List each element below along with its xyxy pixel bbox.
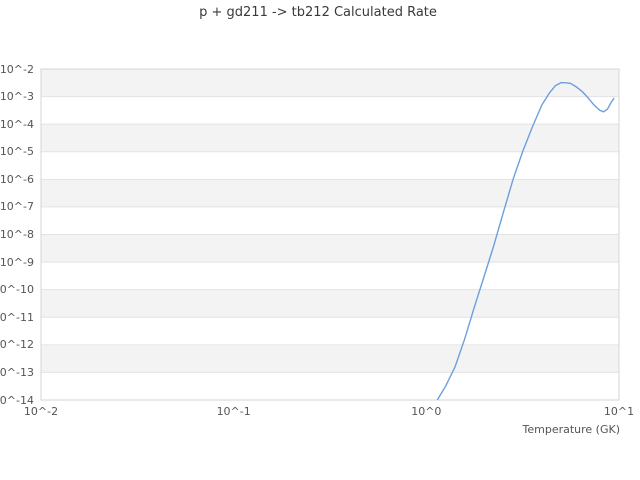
x-axis-tick-label: 10^0 xyxy=(411,405,442,418)
x-axis-tick-label: 10^-2 xyxy=(23,405,59,418)
decade-band xyxy=(41,124,619,152)
decade-band xyxy=(41,289,619,318)
y-axis-tick-label: 10^-7 xyxy=(0,200,34,214)
y-axis-tick-label: 10^-10 xyxy=(0,283,34,297)
decade-band xyxy=(41,151,619,180)
y-axis-tick-label: 10^-5 xyxy=(0,145,34,159)
decade-band xyxy=(41,179,619,207)
y-axis-tick-label: 10^-12 xyxy=(0,338,34,352)
decade-band xyxy=(41,344,619,373)
decade-band xyxy=(41,372,619,400)
y-axis-tick-label: 10^-9 xyxy=(0,255,34,269)
chart-title: p + gd211 -> tb212 Calculated Rate xyxy=(199,5,437,20)
decade-band xyxy=(41,206,619,235)
x-axis-tick-label: 10^-1 xyxy=(216,405,251,418)
y-axis-tick-label: 10^-6 xyxy=(0,172,34,186)
y-axis-tick-label: 10^-13 xyxy=(0,365,34,379)
x-axis-title: Temperature (GK) xyxy=(522,423,621,436)
y-axis-tick-label: 10^-8 xyxy=(0,228,34,241)
rate-curve xyxy=(436,81,615,400)
y-axis-tick-label: 10^-4 xyxy=(0,117,34,131)
decade-band xyxy=(41,317,619,345)
decade-band xyxy=(41,96,619,125)
plot-border xyxy=(40,68,620,401)
decade-band xyxy=(41,69,619,97)
y-axis-tick-label: 10^-14 xyxy=(0,393,34,407)
y-axis-tick-label: 10^-2 xyxy=(0,62,34,76)
x-axis-tick-label: 10^1 xyxy=(603,405,635,418)
y-axis-tick-label: 10^-3 xyxy=(0,90,34,104)
decade-band xyxy=(41,234,619,263)
y-axis-tick-label: 10^-11 xyxy=(0,310,34,324)
decade-band xyxy=(41,262,619,290)
